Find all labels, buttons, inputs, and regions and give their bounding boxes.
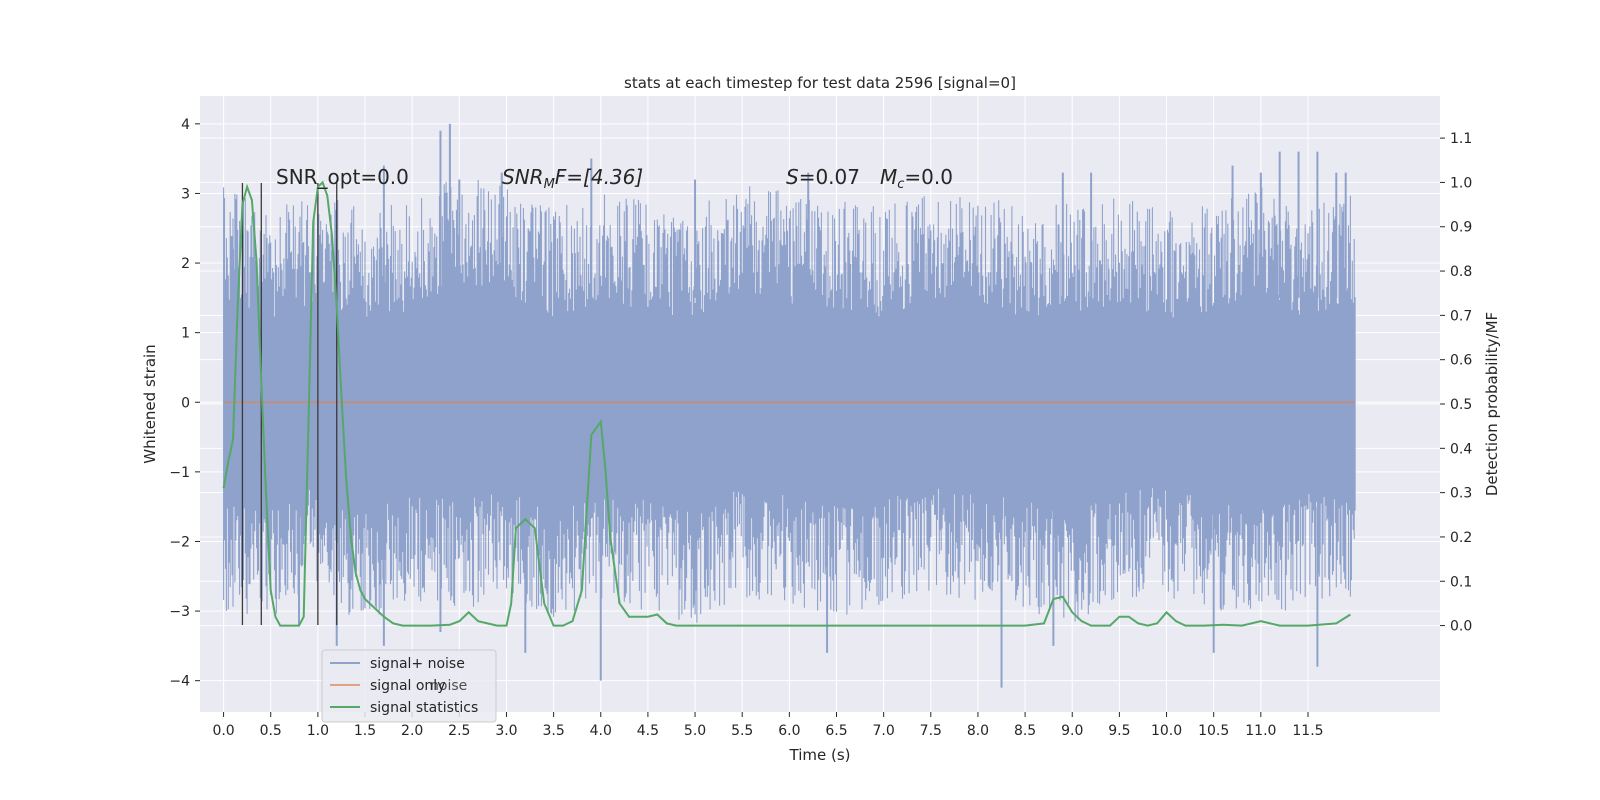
x-tick-label-8: 4.0 <box>590 723 612 739</box>
x-tick-label-19: 9.5 <box>1108 723 1130 739</box>
annotation-mc-sub: c <box>897 177 904 192</box>
y2-tick-label-9: 0.9 <box>1450 220 1472 236</box>
x-tick-label-23: 11.5 <box>1292 723 1323 739</box>
x-tick-label-15: 7.5 <box>920 723 942 739</box>
y-tick-label-7: 3 <box>181 186 190 202</box>
x-tick-label-18: 9.0 <box>1061 723 1083 739</box>
annotation-mc-main: M <box>880 165 897 189</box>
x-axis-label: Time (s) <box>789 746 851 764</box>
x-tick-label-13: 6.5 <box>825 723 847 739</box>
y-tick-label-2: −2 <box>169 534 190 550</box>
annotation-snr-mf-main: SNR <box>502 165 544 189</box>
annotation-s: S=0.07 <box>786 165 860 189</box>
y2-tick-label-3: 0.3 <box>1450 486 1472 502</box>
y2-tick-label-1: 0.1 <box>1450 574 1472 590</box>
legend-entry-signal: signal only <box>370 678 445 694</box>
chart-title: stats at each timestep for test data 259… <box>624 74 1016 92</box>
x-axis-ticks: 0.0 0.5 1.0 1.5 2.0 2.5 3.0 3.5 4.0 4.5 5.0 5.5 6.0 6… <box>212 712 1324 739</box>
x-tick-label-14: 7.0 <box>873 723 895 739</box>
stats-series <box>222 180 1351 627</box>
annotation-s-rest: =0.07 <box>799 165 860 189</box>
vertical-markers <box>241 183 338 625</box>
y2-tick-label-11: 1.1 <box>1450 131 1472 147</box>
annotation-mc-rest: =0.0 <box>904 165 953 189</box>
x-tick-label-16: 8.0 <box>967 723 989 739</box>
legend-shadow-text: noise <box>430 678 467 694</box>
y2-tick-label-0: 0.0 <box>1450 619 1472 635</box>
annotation-snr-mf-sub: M <box>544 177 555 192</box>
annotation-snr-mf: SNRMF=[4.36] <box>502 165 643 192</box>
x-tick-label-11: 5.5 <box>731 723 753 739</box>
legend-box <box>321 649 497 723</box>
legend-entry-noise: signal+ noise <box>370 656 465 672</box>
x-tick-label-7: 3.5 <box>542 723 564 739</box>
y-tick-label-1: −3 <box>169 604 190 620</box>
y2-tick-label-2: 0.2 <box>1450 530 1472 546</box>
y-tick-label-6: 2 <box>181 256 190 272</box>
y2-tick-label-4: 0.4 <box>1450 441 1472 457</box>
x-tick-label-20: 10.0 <box>1151 723 1182 739</box>
x-tick-label-4: 2.0 <box>401 723 423 739</box>
y-tick-label-0: −4 <box>169 674 190 690</box>
x-tick-label-22: 11.0 <box>1245 723 1276 739</box>
legend: noise signal+ noise signal only signal s… <box>321 649 497 723</box>
x-tick-label-17: 8.5 <box>1014 723 1036 739</box>
y2-axis-label: Detection probability/MF <box>1483 312 1501 496</box>
y-tick-label-8: 4 <box>181 117 190 133</box>
y-tick-label-5: 1 <box>181 326 190 342</box>
y2-axis-ticks: 0.0 0.1 0.2 0.3 0.4 0.5 0.6 0.7 0.8 0.9 1.0 1.1 <box>1440 131 1472 635</box>
y2-tick-label-6: 0.6 <box>1450 353 1472 369</box>
x-tick-label-21: 10.5 <box>1198 723 1229 739</box>
y-axis-ticks: −4 −3 −2 −1 0 1 2 3 4 <box>169 117 200 690</box>
stats-line <box>222 180 1351 627</box>
x-tick-label-6: 3.0 <box>495 723 517 739</box>
x-tick-label-5: 2.5 <box>448 723 470 739</box>
x-tick-label-10: 5.0 <box>684 723 706 739</box>
y-tick-label-4: 0 <box>181 395 190 411</box>
y2-tick-label-8: 0.8 <box>1450 264 1472 280</box>
annotation-s-main: S <box>786 165 799 189</box>
legend-entry-stats: signal statistics <box>370 700 478 716</box>
x-tick-label-2: 1.0 <box>307 723 329 739</box>
x-tick-label-1: 0.5 <box>260 723 282 739</box>
annotation-mc: Mc=0.0 <box>880 165 953 192</box>
x-tick-label-0: 0.0 <box>212 723 234 739</box>
x-tick-label-3: 1.5 <box>354 723 376 739</box>
annotation-snr-opt: SNR_opt=0.0 <box>276 165 409 189</box>
y2-tick-label-7: 0.7 <box>1450 308 1472 324</box>
annotation-snr-mf-rest: F=[4.36] <box>555 165 643 189</box>
y2-tick-label-10: 1.0 <box>1450 175 1472 191</box>
y-tick-label-3: −1 <box>169 465 190 481</box>
y2-tick-label-5: 0.5 <box>1450 397 1472 413</box>
x-tick-label-9: 4.5 <box>637 723 659 739</box>
x-tick-label-12: 6.0 <box>778 723 800 739</box>
y-axis-label: Whitened strain <box>141 344 159 463</box>
